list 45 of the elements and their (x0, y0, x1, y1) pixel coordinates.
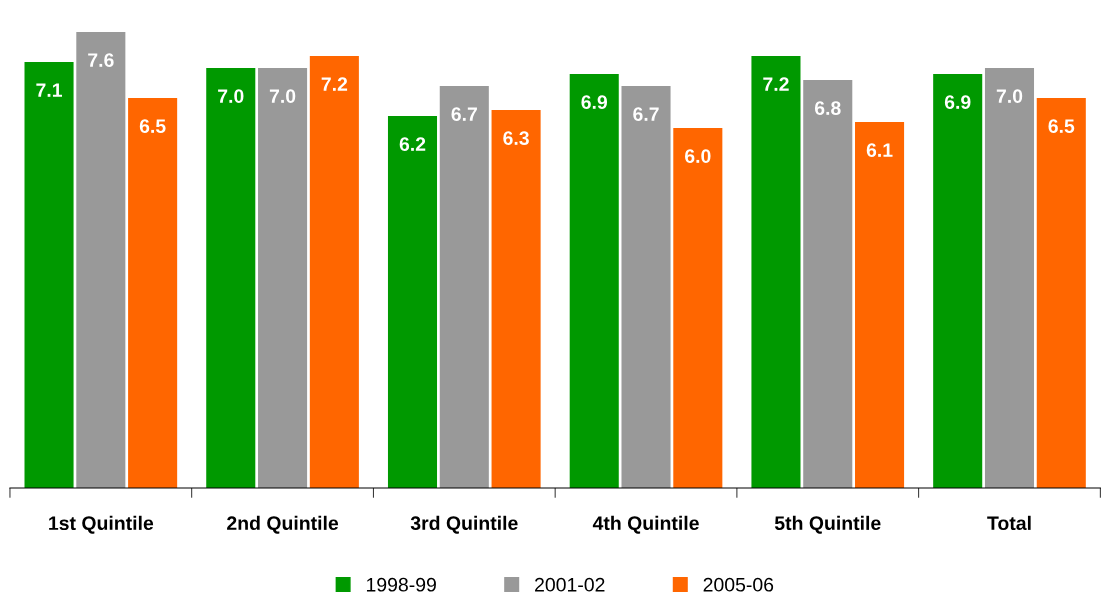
bar (24, 61, 74, 488)
x-tick-label: Total (987, 515, 1031, 531)
bar (206, 67, 256, 488)
data-label: 7.6 (88, 53, 114, 67)
bar (569, 73, 619, 488)
bar (387, 115, 438, 488)
bar (933, 73, 983, 488)
data-label: 7.1 (36, 83, 63, 97)
data-label: 6.5 (1048, 119, 1075, 133)
x-tick-label: 1st Quintile (49, 515, 154, 534)
bar (1036, 97, 1086, 488)
x-tick-label: 5th Quintile (774, 515, 881, 534)
data-label: 6.2 (399, 137, 426, 152)
x-tick-label: 4th Quintile (592, 515, 699, 534)
data-label: 7.2 (321, 77, 348, 91)
data-label: 6.0 (685, 149, 711, 164)
legend-label: 2001-02 (535, 577, 605, 592)
data-label: 7.2 (763, 77, 789, 91)
data-label: 6.7 (451, 107, 477, 121)
bar (258, 67, 308, 488)
bar (855, 121, 905, 488)
bar (128, 97, 178, 488)
data-label: 6.3 (503, 131, 529, 146)
bar (76, 31, 126, 488)
x-tick-label: 3rd Quintile (410, 515, 518, 534)
data-label: 7.0 (218, 89, 244, 103)
bar (751, 55, 801, 488)
x-tick-label: 2nd Quintile (227, 515, 339, 534)
bar (803, 79, 853, 488)
data-label: 6.5 (139, 119, 166, 133)
data-label: 6.9 (944, 95, 971, 109)
data-label: 6.9 (581, 95, 608, 109)
legend-label: 2005-06 (703, 577, 774, 592)
data-label: 7.0 (269, 89, 296, 103)
data-label: 6.8 (814, 101, 841, 115)
bar (673, 127, 723, 488)
bar (439, 85, 489, 488)
bar (491, 109, 541, 488)
legend-label: 1998-99 (366, 577, 436, 592)
data-label: 6.7 (633, 107, 659, 121)
data-label: 7.0 (996, 89, 1023, 103)
bar (309, 55, 359, 488)
data-label: 6.1 (866, 143, 893, 158)
bar (984, 67, 1035, 488)
bar (621, 85, 671, 488)
